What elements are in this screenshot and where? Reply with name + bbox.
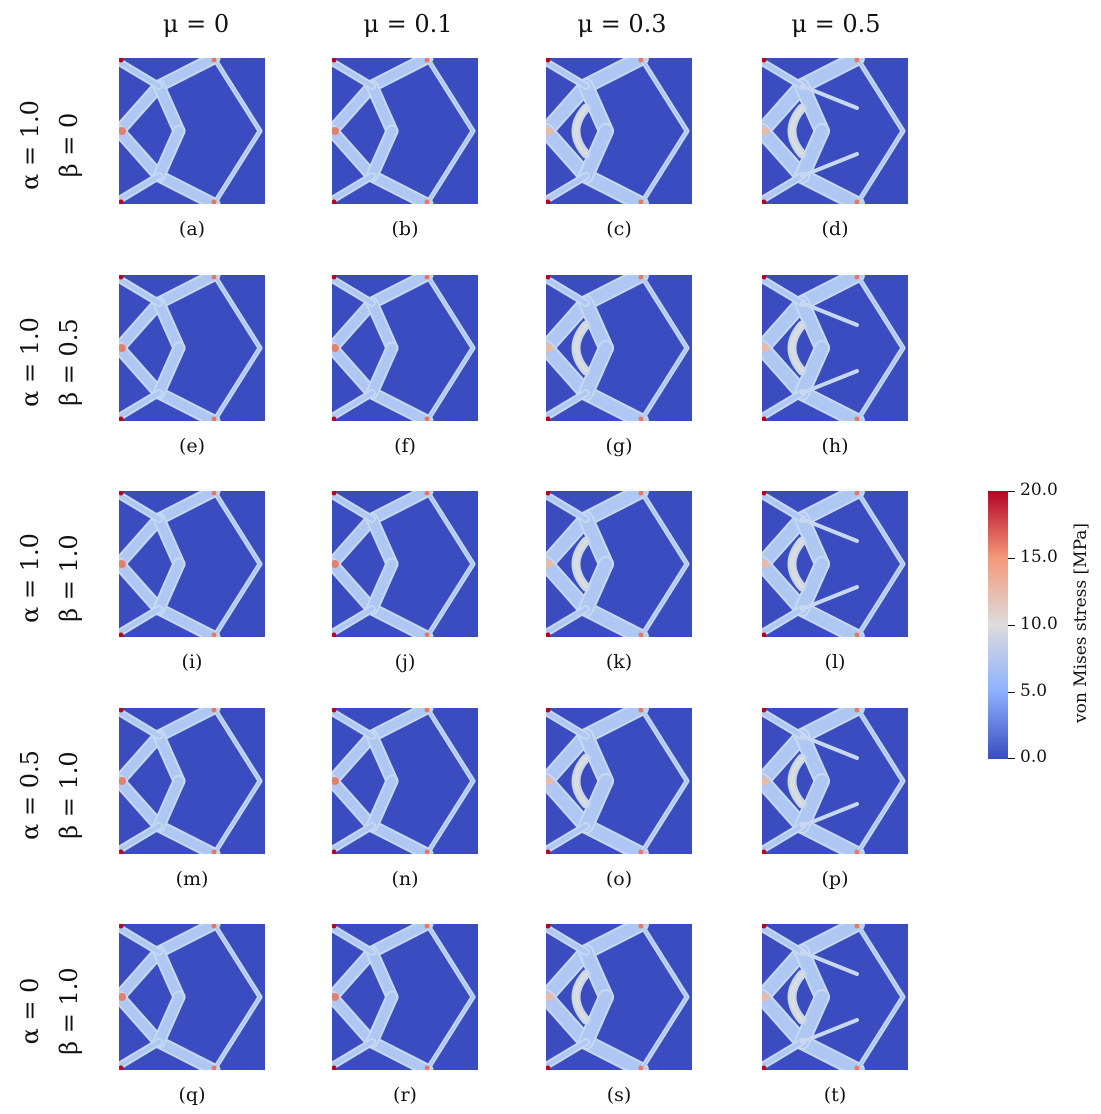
- panel-caption: (k): [605, 651, 633, 673]
- panel-caption: (p): [821, 868, 849, 890]
- row-beta-label: β = 1.0: [55, 534, 83, 622]
- panel-caption: (b): [391, 218, 419, 240]
- column-header-mu-0.3: μ = 0.3: [577, 10, 667, 38]
- stress-field-panel: [546, 58, 692, 204]
- stress-field-panel: [546, 491, 692, 637]
- stress-field-panel: [332, 58, 478, 204]
- stress-field-panel: [762, 924, 908, 1070]
- colorbar-tick: [1008, 692, 1015, 693]
- panel-caption: (c): [606, 218, 632, 240]
- stress-field-panel: [762, 491, 908, 637]
- panel-caption: (o): [605, 868, 633, 890]
- stress-field-panel: [546, 275, 692, 421]
- stress-field-panel: [119, 491, 265, 637]
- stress-field-panel: [332, 275, 478, 421]
- panel-caption: (q): [178, 1084, 206, 1106]
- row-beta-label: β = 1.0: [55, 967, 83, 1055]
- colorbar-tick-label: 20.0: [1020, 480, 1058, 500]
- colorbar-tick: [1008, 758, 1015, 759]
- panel-caption: (d): [821, 218, 849, 240]
- colorbar-gradient: [988, 491, 1008, 759]
- colorbar-tick-label: 5.0: [1020, 681, 1048, 701]
- colorbar-tick-label: 0.0: [1020, 747, 1048, 767]
- colorbar-tick: [1008, 558, 1015, 559]
- panel-caption: (m): [175, 868, 209, 890]
- stress-field-panel: [119, 275, 265, 421]
- colorbar-title: von Mises stress [MPa]: [1071, 522, 1091, 724]
- column-header-mu-0.5: μ = 0.5: [791, 10, 881, 38]
- stress-field-panel: [119, 924, 265, 1070]
- stress-field-panel: [762, 708, 908, 854]
- stress-field-panel: [762, 275, 908, 421]
- panel-caption: (n): [391, 868, 419, 890]
- stress-field-panel: [119, 58, 265, 204]
- column-header-mu-0.1: μ = 0.1: [363, 10, 453, 38]
- panel-caption: (i): [181, 651, 203, 673]
- row-beta-label: β = 0.5: [55, 318, 83, 406]
- colorbar-tick-label: 10.0: [1020, 614, 1058, 634]
- row-alpha-label: α = 1.0: [16, 100, 44, 190]
- stress-field-panel: [332, 491, 478, 637]
- row-alpha-label: α = 0.5: [16, 750, 44, 840]
- stress-field-panel: [119, 708, 265, 854]
- row-beta-label: β = 0: [55, 112, 83, 178]
- panel-caption: (a): [178, 218, 206, 240]
- panel-caption: (f): [394, 435, 416, 457]
- panel-caption: (e): [178, 435, 206, 457]
- column-header-mu-0: μ = 0: [162, 10, 230, 38]
- row-alpha-label: α = 1.0: [16, 317, 44, 407]
- panel-caption: (h): [821, 435, 849, 457]
- row-alpha-label: α = 0: [16, 977, 44, 1045]
- stress-field-panel: [546, 708, 692, 854]
- stress-field-panel: [546, 924, 692, 1070]
- stress-field-panel: [332, 708, 478, 854]
- panel-caption: (s): [606, 1084, 632, 1106]
- panel-caption: (r): [393, 1084, 417, 1106]
- panel-caption: (j): [394, 651, 416, 673]
- panel-caption: (l): [824, 651, 846, 673]
- colorbar-tick-label: 15.0: [1020, 547, 1058, 567]
- stress-field-panel: [762, 58, 908, 204]
- panel-caption: (t): [823, 1084, 847, 1106]
- colorbar-tick: [1008, 625, 1015, 626]
- row-beta-label: β = 1.0: [55, 751, 83, 839]
- panel-caption: (g): [605, 435, 633, 457]
- colorbar-tick: [1008, 491, 1015, 492]
- stress-field-panel: [332, 924, 478, 1070]
- row-alpha-label: α = 1.0: [16, 533, 44, 623]
